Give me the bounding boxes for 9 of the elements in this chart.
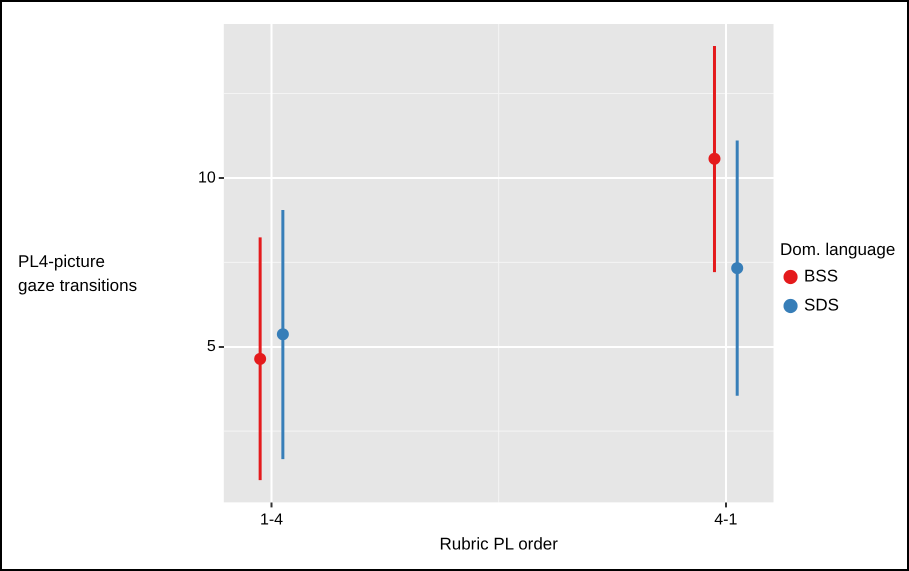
x-axis-title: Rubric PL order bbox=[439, 534, 558, 554]
y-tick-label: 10 bbox=[198, 169, 216, 186]
legend-label: BSS bbox=[804, 266, 838, 286]
legend-label: SDS bbox=[804, 296, 840, 315]
y-tick-label: 5 bbox=[206, 338, 216, 356]
legend-title: Dom. language bbox=[780, 240, 896, 260]
x-tick-label: 4-1 bbox=[714, 511, 738, 528]
x-tick-label: 1-4 bbox=[260, 511, 284, 528]
y-axis-title: PL4-picture gaze transitions bbox=[18, 251, 138, 297]
